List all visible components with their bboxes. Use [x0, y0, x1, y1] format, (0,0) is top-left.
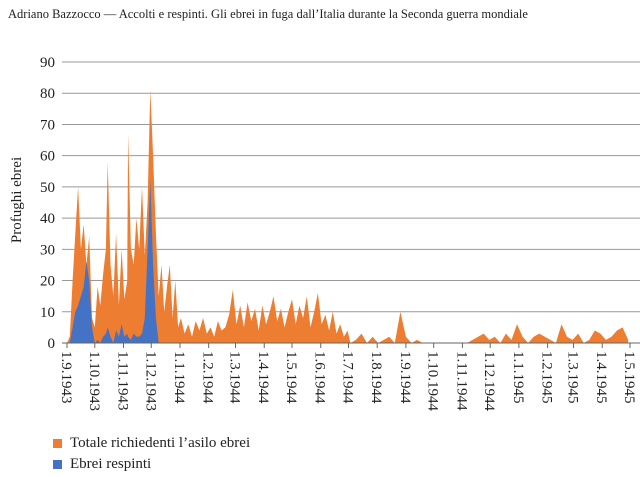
legend-item-respinti: Ebrei respinti [53, 456, 151, 473]
legend-item-totale: Totale richiedenti l’asilo ebrei [53, 435, 250, 452]
y-tick-label: 60 [40, 149, 55, 165]
x-tick-label: 1.9.1944 [397, 351, 413, 404]
x-tick-label: 1.5.1944 [283, 351, 299, 404]
y-tick-label: 40 [40, 211, 55, 227]
x-tick-label: 1.3.1944 [227, 351, 243, 404]
x-tick-label: 1.5.1945 [621, 351, 637, 404]
y-tick-label: 10 [40, 305, 55, 321]
y-tick-label: 20 [40, 274, 55, 290]
x-tick-label: 1.10.1944 [425, 351, 441, 412]
y-axis-label: Profughi ebrei [9, 157, 25, 243]
x-tick-label: 1.4.1944 [255, 351, 271, 404]
y-tick-label: 70 [40, 117, 55, 133]
x-tick-label: 1.12.1944 [481, 351, 497, 412]
x-tick-label: 1.11.1943 [114, 351, 130, 410]
x-tick-label: 1.4.1945 [593, 351, 609, 404]
x-tick-label: 1.1.1945 [510, 351, 526, 404]
y-tick-label: 90 [40, 55, 55, 71]
x-tick-label: 1.1.1944 [171, 351, 187, 404]
y-tick-label: 30 [40, 242, 55, 258]
x-tick-label: 1.9.1943 [58, 351, 74, 404]
x-tick-label: 1.2.1944 [200, 351, 216, 404]
legend-swatch-orange [53, 439, 62, 448]
y-tick-label: 50 [40, 180, 55, 196]
x-tick-label: 1.8.1944 [368, 351, 384, 404]
legend-label: Totale richiedenti l’asilo ebrei [70, 435, 251, 451]
x-tick-label: 1.11.1944 [453, 351, 469, 411]
y-tick-label: 80 [40, 86, 55, 102]
y-tick-label: 0 [48, 336, 56, 352]
x-tick-label: 1.3.1945 [565, 351, 581, 404]
series-area-totale [67, 90, 629, 343]
x-tick-label: 1.6.1944 [312, 351, 328, 404]
chart-title: Adriano Bazzocco — Accolti e respinti. G… [8, 7, 528, 21]
x-tick-label: 1.7.1944 [340, 351, 356, 404]
legend-label: Ebrei respinti [70, 456, 152, 472]
x-tick-label: 1.2.1945 [539, 351, 555, 404]
x-tick-label: 1.10.1943 [86, 351, 102, 411]
legend-swatch-blue [53, 460, 62, 469]
x-tick-label: 1.12.1943 [142, 351, 158, 411]
